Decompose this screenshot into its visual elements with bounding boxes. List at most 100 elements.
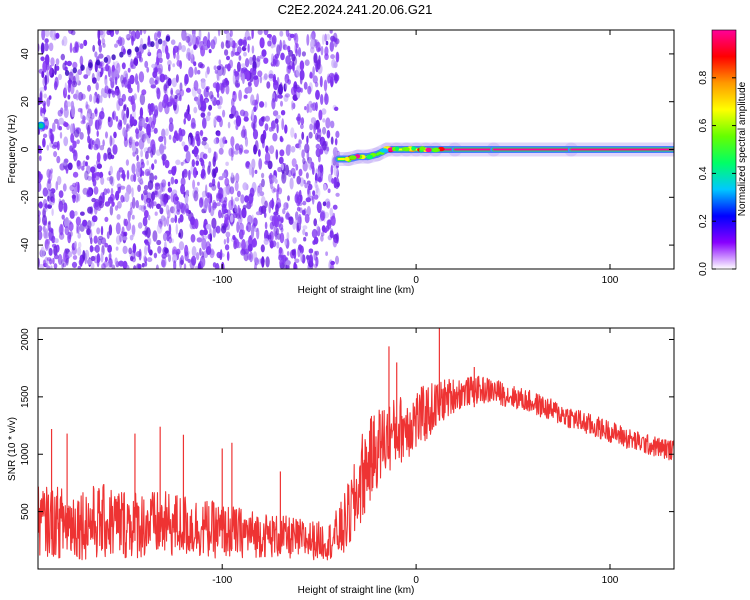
noise-blob: [255, 211, 261, 216]
noise-blob: [125, 34, 130, 39]
noise-blob: [78, 241, 82, 249]
noise-blob: [39, 87, 45, 93]
noise-blob: [314, 180, 318, 189]
noise-blob: [55, 58, 60, 66]
noise-blob: [180, 161, 184, 166]
noise-blob: [239, 109, 246, 117]
noise-blob: [327, 75, 331, 84]
noise-blob: [48, 42, 54, 52]
noise-blob: [217, 30, 221, 37]
noise-blob: [184, 251, 189, 262]
noise-blob: [246, 70, 250, 82]
noise-blob: [232, 234, 236, 241]
noise-blob: [68, 234, 72, 240]
noise-blob: [208, 201, 212, 214]
noise-blob: [75, 89, 80, 101]
noise-blob: [326, 33, 331, 41]
noise-blob: [190, 49, 194, 59]
noise-blob: [231, 145, 235, 158]
noise-blob: [272, 110, 279, 117]
y-tick-label: -40: [20, 237, 31, 252]
noise-blob: [320, 170, 324, 182]
noise-blob: [264, 123, 269, 131]
noise-blob: [142, 216, 148, 227]
noise-blob: [47, 178, 51, 184]
noise-blob: [276, 76, 280, 87]
noise-blob: [202, 117, 207, 129]
noise-blob: [152, 201, 157, 207]
noise-blob: [203, 199, 208, 212]
snr-trace: [38, 375, 674, 561]
noise-blob: [281, 118, 285, 131]
noise-blob: [248, 235, 253, 247]
noise-blob: [264, 221, 268, 230]
noise-blob: [210, 39, 216, 50]
noise-blob: [193, 106, 198, 114]
noise-blob: [64, 82, 68, 95]
noise-blob: [179, 257, 183, 269]
noise-blob: [200, 78, 206, 90]
noise-blob: [54, 63, 57, 76]
noise-blob: [137, 184, 142, 192]
noise-blob: [240, 248, 246, 256]
noise-blob: [300, 117, 305, 126]
noise-blob: [185, 35, 191, 43]
noise-blob: [248, 163, 252, 176]
noise-blob: [312, 75, 318, 84]
noise-blob: [233, 238, 240, 249]
noise-blob: [59, 131, 63, 139]
noise-blob: [166, 216, 170, 227]
noise-blob: [188, 136, 191, 147]
snr-panel: -100 0 100 500 1000 1500 2000 Height of strai…: [7, 327, 675, 596]
noise-blob: [107, 147, 112, 156]
noise-blob: [285, 55, 291, 65]
noise-blob: [176, 133, 181, 141]
noise-blob: [240, 194, 245, 204]
noise-blob: [133, 173, 137, 183]
noise-blob: [133, 265, 137, 269]
y-tick-label: 1500: [20, 385, 31, 408]
noise-blob: [103, 188, 108, 196]
noise-blob: [308, 131, 313, 139]
noise-blob: [159, 57, 163, 64]
noise-blob: [292, 221, 297, 230]
noise-blob: [201, 168, 206, 177]
noise-blob: [151, 63, 156, 69]
noise-blob: [58, 117, 64, 125]
noise-blob: [212, 228, 216, 238]
noise-blob: [140, 180, 144, 186]
noise-blob: [91, 215, 98, 223]
noise-blob: [98, 118, 102, 130]
noise-blob: [87, 124, 91, 136]
noise-blob: [122, 245, 128, 255]
noise-blob: [60, 107, 64, 114]
noise-blob: [78, 259, 83, 266]
noise-blob: [83, 74, 89, 79]
noise-blob: [295, 43, 299, 49]
noise-blob: [117, 89, 121, 101]
noise-blob: [278, 156, 284, 165]
noise-blob: [123, 103, 127, 110]
noise-blob: [264, 115, 270, 122]
noise-blob: [176, 200, 181, 213]
noise-blob: [295, 215, 301, 226]
noise-blob: [205, 241, 211, 251]
noise-blob: [149, 77, 155, 85]
noise-blob: [208, 91, 214, 99]
noise-blob: [214, 166, 219, 174]
noise-blob: [335, 192, 340, 197]
noise-blob: [46, 168, 51, 179]
colorbar-tick-label: 0.0: [698, 262, 709, 276]
noise-blob: [288, 216, 294, 225]
noise-blob: [324, 46, 329, 57]
noise-blob: [316, 134, 322, 142]
noise-blob: [166, 96, 170, 109]
noise-blob: [105, 78, 108, 90]
noise-blob: [158, 101, 164, 113]
noise-blob: [195, 170, 199, 176]
noise-blob: [114, 257, 118, 266]
noise-blob: [144, 134, 148, 139]
noise-blob: [223, 196, 228, 203]
noise-blob: [94, 171, 100, 181]
noise-blob: [115, 30, 118, 34]
